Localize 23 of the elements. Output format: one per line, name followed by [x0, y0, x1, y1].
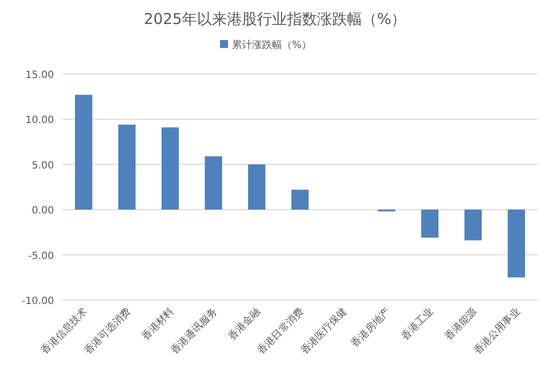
- y-tick-label: 5.00: [32, 160, 54, 172]
- bar: [74, 94, 92, 210]
- bar: [421, 210, 438, 238]
- x-tick-label: 香港房地产: [348, 306, 393, 350]
- bar: [464, 210, 482, 240]
- x-tick-label: 香港工业: [399, 306, 436, 342]
- y-tick-label: 0.00: [32, 206, 54, 217]
- legend-label: 累计涨跌幅（%）: [232, 39, 312, 51]
- y-tick-label: -10.00: [22, 296, 54, 307]
- bar: [508, 210, 526, 278]
- x-tick-label: 香港材料: [140, 306, 176, 342]
- x-tick-label: 香港金融: [226, 306, 263, 342]
- bar: [291, 190, 309, 210]
- chart-title: 2025年以来港股行业指数涨跌幅（%）: [144, 10, 406, 28]
- bar: [204, 156, 222, 210]
- bar: [248, 164, 266, 210]
- x-tick-label: 香港能源: [442, 306, 480, 342]
- y-tick-label: 10.00: [25, 115, 54, 126]
- bar: [162, 127, 179, 210]
- legend-item: 累计涨跌幅（%）: [220, 40, 312, 51]
- y-tick-label: -5.00: [28, 250, 54, 262]
- bar: [118, 124, 136, 210]
- y-tick-label: 15.00: [25, 70, 54, 81]
